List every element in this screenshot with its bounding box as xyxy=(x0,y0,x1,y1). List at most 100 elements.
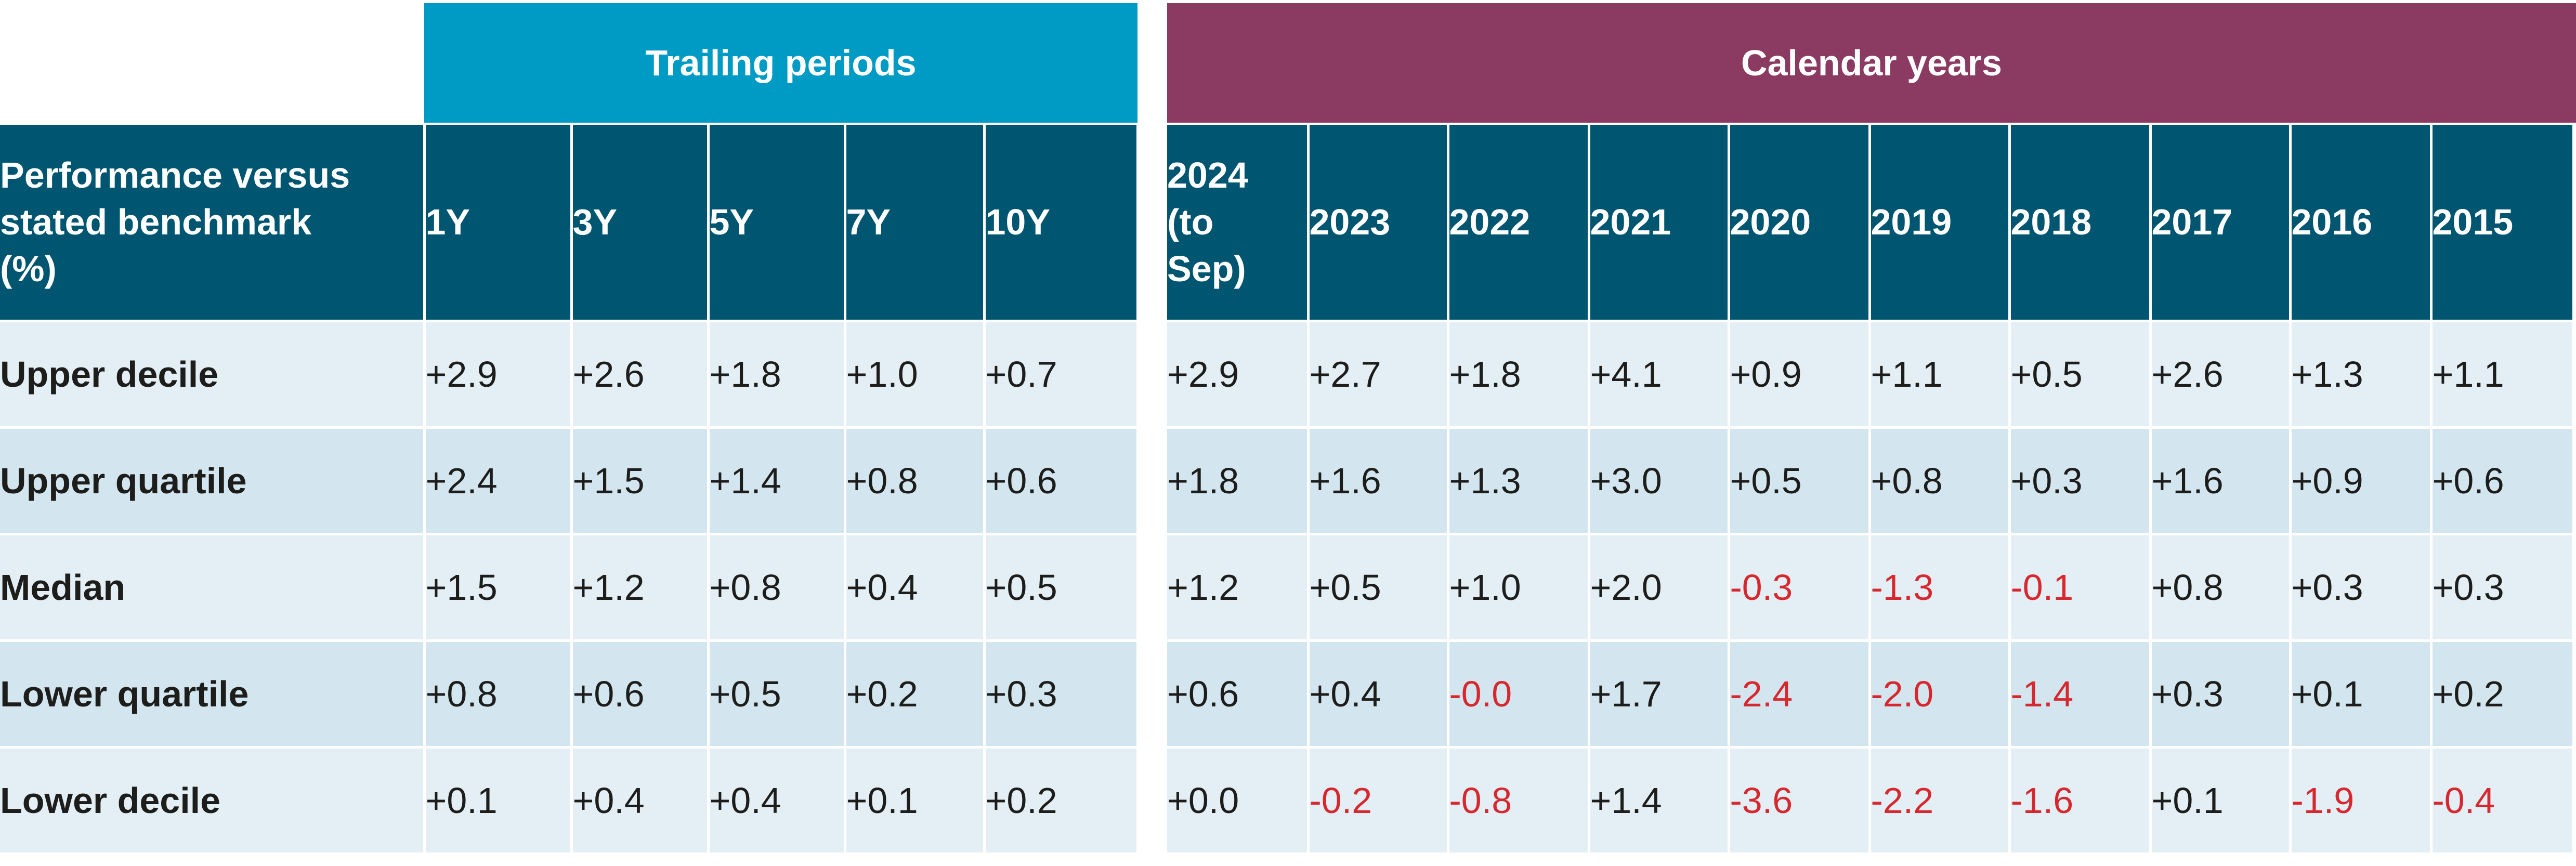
value-cell-calendar: +1.6 xyxy=(2150,427,2292,535)
column-header-calendar: 2024 (to Sep) xyxy=(1167,125,1310,322)
column-gap xyxy=(1137,427,1167,535)
value-cell-trailing: +0.4 xyxy=(845,534,986,642)
group-header-trailing-periods: Trailing periods xyxy=(424,3,1137,123)
performance-table: Performance versus stated benchmark (%) 1… xyxy=(0,125,2575,855)
value-cell-calendar: -1.9 xyxy=(2290,747,2433,855)
column-gap xyxy=(1137,125,1167,322)
value-cell-calendar: -2.0 xyxy=(1869,640,2011,749)
table-row: Lower quartile +0.8 +0.6 +0.5 +0.2 +0.3 +0.6 +0… xyxy=(0,640,2575,749)
value-cell-calendar: +1.8 xyxy=(1167,427,1310,535)
value-cell-trailing: +0.5 xyxy=(708,640,846,749)
column-gap xyxy=(1137,640,1167,749)
column-header-trailing: 5Y xyxy=(708,125,846,322)
value-cell-calendar: +1.3 xyxy=(1448,427,1590,535)
value-cell-trailing: +0.2 xyxy=(984,747,1139,855)
value-cell-calendar: +0.5 xyxy=(2009,321,2152,429)
column-header-trailing: 3Y xyxy=(571,125,710,322)
column-header-calendar: 2022 xyxy=(1448,125,1590,322)
value-cell-calendar: -0.1 xyxy=(2009,534,2152,642)
value-cell-trailing: +0.6 xyxy=(571,640,710,749)
value-cell-calendar: +2.9 xyxy=(1167,321,1310,429)
value-cell-trailing: +1.5 xyxy=(424,534,573,642)
value-cell-trailing: +2.9 xyxy=(424,321,573,429)
value-cell-calendar: -1.4 xyxy=(2009,640,2152,749)
value-cell-trailing: +1.4 xyxy=(708,427,846,535)
value-cell-trailing: +2.6 xyxy=(571,321,710,429)
value-cell-calendar: +1.8 xyxy=(1448,321,1590,429)
value-cell-trailing: +1.2 xyxy=(571,534,710,642)
table-row: Lower decile +0.1 +0.4 +0.4 +0.1 +0.2 +0.0 -0.2… xyxy=(0,747,2575,855)
value-cell-calendar: +0.9 xyxy=(1729,321,1871,429)
value-cell-calendar: +0.5 xyxy=(1729,427,1871,535)
value-cell-calendar: +0.6 xyxy=(2431,427,2575,535)
value-cell-calendar: -1.3 xyxy=(1869,534,2011,642)
value-cell-calendar: -1.6 xyxy=(2009,747,2152,855)
column-header-calendar: 2015 xyxy=(2431,125,2575,322)
row-label: Upper quartile xyxy=(0,427,426,535)
value-cell-calendar: +0.3 xyxy=(2431,534,2575,642)
value-cell-trailing: +0.4 xyxy=(708,747,846,855)
column-header-calendar: 2021 xyxy=(1589,125,1730,322)
column-header-calendar: 2017 xyxy=(2150,125,2292,322)
value-cell-calendar: +1.6 xyxy=(1308,427,1449,535)
value-cell-calendar: +0.3 xyxy=(2290,534,2433,642)
value-cell-trailing: +0.1 xyxy=(845,747,986,855)
value-cell-trailing: +0.8 xyxy=(708,534,846,642)
value-cell-calendar: +1.1 xyxy=(2431,321,2575,429)
value-cell-calendar: +0.8 xyxy=(2150,534,2292,642)
column-header-trailing: 1Y xyxy=(424,125,573,322)
value-cell-trailing: +0.5 xyxy=(984,534,1139,642)
column-gap xyxy=(1137,534,1167,642)
value-cell-trailing: +0.7 xyxy=(984,321,1139,429)
value-cell-trailing: +0.8 xyxy=(845,427,986,535)
column-header-calendar: 2023 xyxy=(1308,125,1449,322)
value-cell-calendar: +0.8 xyxy=(1869,427,2011,535)
value-cell-calendar: +1.1 xyxy=(1869,321,2011,429)
table-row: Upper quartile +2.4 +1.5 +1.4 +0.8 +0.6 +1.8 +1… xyxy=(0,427,2575,535)
column-header-trailing: 10Y xyxy=(984,125,1139,322)
column-header-calendar: 2018 xyxy=(2009,125,2152,322)
table-row: Upper decile +2.9 +2.6 +1.8 +1.0 +0.7 +2.9 +2.7… xyxy=(0,321,2575,429)
value-cell-calendar: +2.7 xyxy=(1308,321,1449,429)
value-cell-calendar: -2.2 xyxy=(1869,747,2011,855)
value-cell-calendar: +1.7 xyxy=(1589,640,1730,749)
value-cell-trailing: +0.1 xyxy=(424,747,573,855)
value-cell-calendar: +4.1 xyxy=(1589,321,1730,429)
row-label: Upper decile xyxy=(0,321,426,429)
row-label: Lower decile xyxy=(0,747,426,855)
value-cell-trailing: +0.3 xyxy=(984,640,1139,749)
group-header-calendar-years: Calendar years xyxy=(1167,3,2576,123)
value-cell-calendar: -0.0 xyxy=(1448,640,1590,749)
value-cell-calendar: +2.0 xyxy=(1589,534,1730,642)
value-cell-calendar: +1.3 xyxy=(2290,321,2433,429)
column-gap xyxy=(1137,321,1167,429)
value-cell-calendar: +1.4 xyxy=(1589,747,1730,855)
row-header-label: Performance versus stated benchmark (%) xyxy=(0,125,426,322)
column-gap xyxy=(1137,747,1167,855)
value-cell-trailing: +0.2 xyxy=(845,640,986,749)
value-cell-calendar: +0.9 xyxy=(2290,427,2433,535)
value-cell-calendar: +0.4 xyxy=(1308,640,1449,749)
value-cell-calendar: +0.1 xyxy=(2290,640,2433,749)
value-cell-trailing: +1.8 xyxy=(708,321,846,429)
column-header-calendar: 2020 xyxy=(1729,125,1871,322)
value-cell-calendar: -0.4 xyxy=(2431,747,2575,855)
value-cell-trailing: +2.4 xyxy=(424,427,573,535)
value-cell-calendar: +0.3 xyxy=(2150,640,2292,749)
value-cell-calendar: +0.0 xyxy=(1167,747,1310,855)
value-cell-calendar: +1.0 xyxy=(1448,534,1590,642)
value-cell-calendar: +0.2 xyxy=(2431,640,2575,749)
value-cell-calendar: -0.8 xyxy=(1448,747,1590,855)
value-cell-calendar: -0.2 xyxy=(1308,747,1449,855)
column-header-calendar: 2016 xyxy=(2290,125,2433,322)
value-cell-calendar: +3.0 xyxy=(1589,427,1730,535)
row-label: Lower quartile xyxy=(0,640,426,749)
value-cell-calendar: +0.5 xyxy=(1308,534,1449,642)
value-cell-trailing: +0.8 xyxy=(424,640,573,749)
row-label: Median xyxy=(0,534,426,642)
column-header-calendar: 2019 xyxy=(1869,125,2011,322)
table-row: Median +1.5 +1.2 +0.8 +0.4 +0.5 +1.2 +0.5 +1.0 +2… xyxy=(0,534,2575,642)
value-cell-trailing: +0.6 xyxy=(984,427,1139,535)
value-cell-calendar: -2.4 xyxy=(1729,640,1871,749)
value-cell-calendar: +0.1 xyxy=(2150,747,2292,855)
